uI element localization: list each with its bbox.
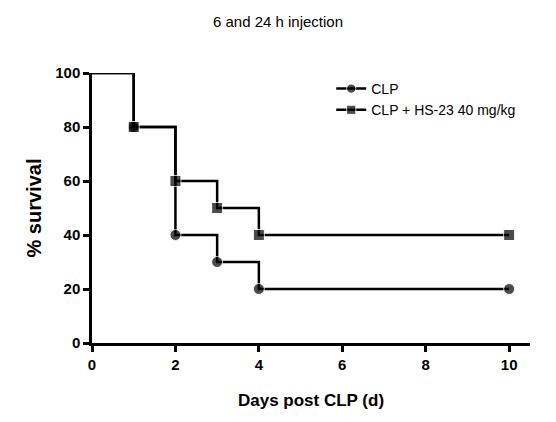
svg-text:Days post CLP (d): Days post CLP (d) <box>238 391 384 410</box>
svg-text:CLP: CLP <box>371 81 398 97</box>
svg-text:% survival: % survival <box>23 159 45 258</box>
svg-text:CLP + HS-23 40 mg/kg: CLP + HS-23 40 mg/kg <box>371 102 515 118</box>
svg-text:6: 6 <box>338 356 346 373</box>
svg-text:4: 4 <box>255 356 264 373</box>
svg-text:80: 80 <box>64 118 81 135</box>
svg-text:100: 100 <box>55 64 80 81</box>
svg-text:0: 0 <box>72 334 80 351</box>
svg-text:10: 10 <box>501 356 518 373</box>
svg-text:8: 8 <box>422 356 430 373</box>
svg-text:60: 60 <box>64 172 81 189</box>
svg-text:2: 2 <box>171 356 179 373</box>
svg-text:20: 20 <box>64 280 81 297</box>
svg-text:0: 0 <box>88 356 96 373</box>
svg-text:40: 40 <box>64 226 81 243</box>
svg-text:6 and 24 h injection: 6 and 24 h injection <box>213 13 343 30</box>
